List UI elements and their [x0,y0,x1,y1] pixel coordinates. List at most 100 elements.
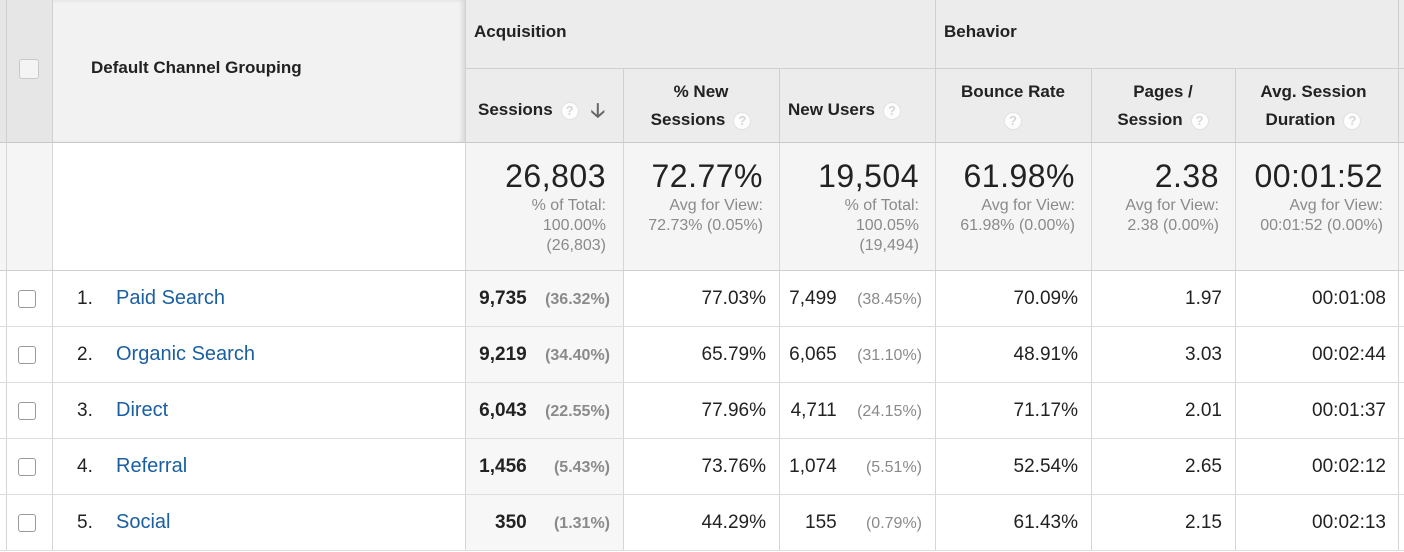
pages-per-session-column-header[interactable]: Pages / Session? [1091,78,1235,134]
avg-session-duration-cell: 00:02:12 [1312,456,1386,477]
table-row[interactable]: 5. Social 350 (1.31%) 44.29% 155 (0.79%)… [0,495,1404,551]
table-row[interactable]: 3. Direct 6,043 (22.55%) 77.96% 4,711 (2… [0,383,1404,439]
total-new-users: 19,504 [818,158,919,194]
total-bounce-rate-note: Avg for View: 61.98% (0.00%) [960,197,1075,234]
new-users-percent: (31.10%) [857,347,922,364]
row-number: 2. [77,344,93,365]
total-pages-per-session-note: Avg for View: 2.38 (0.00%) [1125,197,1219,234]
avg-session-duration-cell: 00:02:44 [1312,344,1386,365]
row-checkbox[interactable] [18,346,36,364]
channel-link[interactable]: Organic Search [116,343,255,365]
help-icon[interactable]: ? [882,101,901,120]
sessions-percent: (34.40%) [545,347,610,364]
avg-session-duration-cell: 00:01:37 [1312,400,1386,421]
behavior-group-header: Behavior [944,22,1017,41]
dimension-header-cell [52,0,465,143]
pages-per-session-cell: 3.03 [1185,344,1222,365]
total-new-sessions-note: Avg for View: 72.73% (0.05%) [648,197,763,234]
sessions-value: 350 [495,512,527,533]
new-sessions-cell: 73.76% [701,456,766,477]
total-new-users-note: % of Total: 100.05% (19,494) [844,197,919,254]
pages-per-session-cell: 2.65 [1185,456,1222,477]
sessions-value: 1,456 [479,456,527,477]
row-number: 3. [77,400,93,421]
sessions-percent: (22.55%) [545,403,610,420]
row-checkbox[interactable] [18,290,36,308]
help-icon[interactable]: ? [1190,111,1209,130]
channel-link[interactable]: Paid Search [116,287,225,309]
sessions-cell: 1,456 (5.43%) [465,456,610,478]
sessions-percent: (36.32%) [545,291,610,308]
total-bounce-rate: 61.98% [963,158,1075,194]
table-row[interactable]: 4. Referral 1,456 (5.43%) 73.76% 1,074 (… [0,439,1404,495]
new-users-cell: 4,711 (24.15%) [779,400,922,422]
new-users-value: 155 [805,512,837,533]
row-checkbox[interactable] [18,514,36,532]
table-row[interactable]: 1. Paid Search 9,735 (36.32%) 77.03% 7,4… [0,271,1404,327]
sessions-value: 9,735 [479,288,527,309]
select-all-checkbox[interactable] [19,59,39,79]
new-users-percent: (24.15%) [857,403,922,420]
avg-session-duration-column-header[interactable]: Avg. Session Duration? [1260,82,1367,130]
new-sessions-cell: 44.29% [701,512,766,533]
bounce-rate-cell: 48.91% [1013,344,1078,365]
sessions-cell: 350 (1.31%) [465,512,610,534]
new-users-cell: 7,499 (38.45%) [779,288,922,310]
total-sessions: 26,803 [505,158,606,194]
bounce-rate-cell: 61.43% [1013,512,1078,533]
new-sessions-column-header[interactable]: % New Sessions? [623,78,779,134]
sessions-cell: 6,043 (22.55%) [465,400,610,422]
new-users-cell: 6,065 (31.10%) [779,344,922,366]
pages-per-session-cell: 1.97 [1185,288,1222,309]
new-users-value: 7,499 [789,288,837,309]
bounce-rate-cell: 52.54% [1013,456,1078,477]
sort-descending-icon[interactable]: 🡣 [590,99,606,122]
sessions-value: 9,219 [479,344,527,365]
total-avg-session-duration: 00:01:52 [1254,158,1383,194]
total-pages-per-session: 2.38 [1154,158,1219,194]
new-users-cell: 155 (0.79%) [779,512,922,534]
avg-session-duration-cell: 00:02:13 [1312,512,1386,533]
row-number: 1. [77,288,93,309]
row-checkbox[interactable] [18,458,36,476]
new-users-column-header[interactable]: New Users? [788,96,901,124]
new-sessions-cell: 77.03% [701,288,766,309]
sessions-cell: 9,735 (36.32%) [465,288,610,310]
row-number: 5. [77,512,93,533]
sessions-cell: 9,219 (34.40%) [465,344,610,366]
help-icon[interactable]: ? [560,101,579,120]
new-users-cell: 1,074 (5.51%) [779,456,922,478]
new-users-percent: (0.79%) [865,515,922,532]
new-sessions-cell: 65.79% [701,344,766,365]
row-checkbox[interactable] [18,402,36,420]
new-users-percent: (5.51%) [865,459,922,476]
dimension-column-header[interactable]: Default Channel Grouping [91,58,302,77]
pages-per-session-cell: 2.15 [1185,512,1222,533]
new-users-value: 1,074 [789,456,837,477]
sessions-percent: (1.31%) [553,515,610,532]
new-sessions-cell: 77.96% [701,400,766,421]
help-icon[interactable]: ? [1004,111,1022,130]
new-users-value: 6,065 [789,344,837,365]
channel-link[interactable]: Social [116,511,171,533]
total-avg-session-duration-note: Avg for View: 00:01:52 (0.00%) [1260,197,1383,234]
row-number: 4. [77,456,93,477]
avg-session-duration-cell: 00:01:08 [1312,288,1386,309]
table-row[interactable]: 2. Organic Search 9,219 (34.40%) 65.79% … [0,327,1404,383]
new-users-value: 4,711 [790,400,837,421]
sessions-value: 6,043 [479,400,527,421]
channel-link[interactable]: Direct [116,399,169,421]
help-icon[interactable]: ? [733,111,752,130]
acquisition-group-header: Acquisition [474,22,567,41]
bounce-rate-column-header[interactable]: Bounce Rate ? [961,82,1065,130]
new-users-percent: (38.45%) [857,291,922,308]
sessions-column-header[interactable]: Sessions? 🡣 [478,96,605,125]
sessions-percent: (5.43%) [553,459,610,476]
bounce-rate-cell: 70.09% [1013,288,1078,309]
help-icon[interactable]: ? [1343,111,1362,130]
bounce-rate-cell: 71.17% [1013,400,1078,421]
channel-link[interactable]: Referral [116,455,188,477]
pages-per-session-cell: 2.01 [1185,400,1222,421]
total-sessions-note: % of Total: 100.00% (26,803) [531,197,606,254]
